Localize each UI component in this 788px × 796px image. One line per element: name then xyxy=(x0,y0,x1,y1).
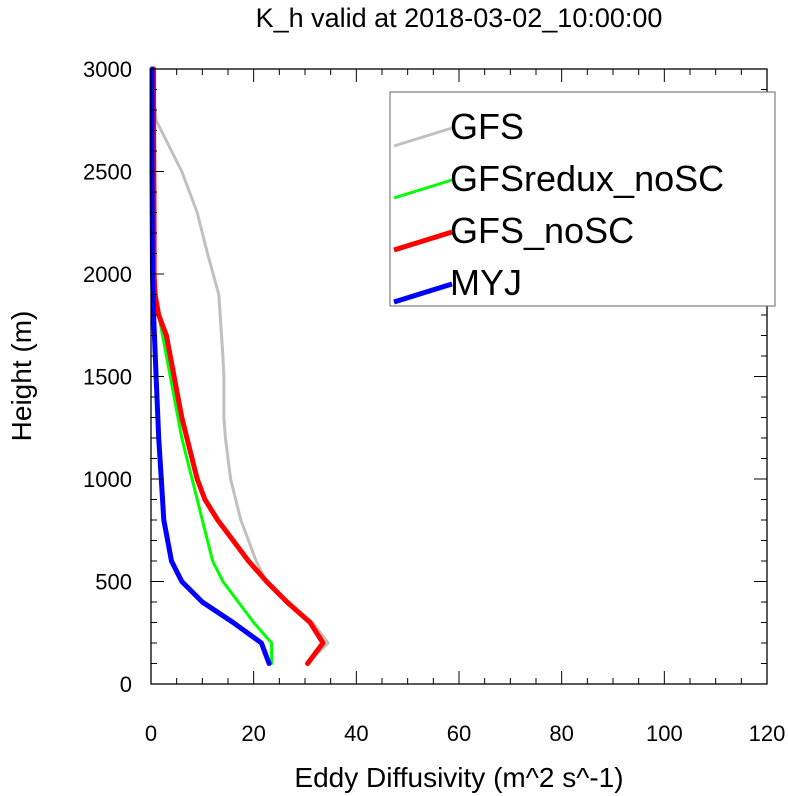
y-tick-label: 0 xyxy=(120,672,132,697)
y-tick-label: 2000 xyxy=(83,262,132,287)
x-tick-label: 40 xyxy=(344,721,368,746)
chart-title: K_h valid at 2018-03-02_10:00:00 xyxy=(256,3,663,33)
legend-label: GFS xyxy=(450,106,524,147)
series-line-myj xyxy=(149,66,272,666)
y-tick-label: 1000 xyxy=(83,467,132,492)
legend-swatch xyxy=(393,126,453,148)
legend-swatch xyxy=(393,178,453,200)
y-tick-labels: 0 500 1000 1500 2000 2500 3000 xyxy=(83,57,132,697)
x-tick-labels: 0 20 40 60 80 100 120 xyxy=(145,721,785,746)
y-tick-label: 1500 xyxy=(83,365,132,390)
x-tick-label: 60 xyxy=(447,721,471,746)
legend-label: MYJ xyxy=(450,262,522,303)
x-tick-label: 20 xyxy=(241,721,265,746)
x-tick-label: 120 xyxy=(749,721,786,746)
legend: GFS GFSredux_noSC GFS_noSC MYJ xyxy=(389,91,776,307)
legend-label: GFS_noSC xyxy=(450,210,634,251)
x-tick-label: 0 xyxy=(145,721,157,746)
y-axis-label: Height (m) xyxy=(6,311,37,442)
legend-swatch xyxy=(393,229,453,253)
legend-swatch xyxy=(393,281,453,305)
x-axis-label: Eddy Diffusivity (m^2 s^-1) xyxy=(294,762,623,793)
y-tick-label: 2500 xyxy=(83,160,132,185)
y-tick-label: 500 xyxy=(95,570,132,595)
plot-lines xyxy=(149,66,330,666)
legend-label: GFSredux_noSC xyxy=(450,158,724,199)
legend-box xyxy=(389,91,776,307)
x-tick-label: 100 xyxy=(646,721,683,746)
y-tick-label: 3000 xyxy=(83,57,132,82)
x-tick-label: 80 xyxy=(549,721,573,746)
